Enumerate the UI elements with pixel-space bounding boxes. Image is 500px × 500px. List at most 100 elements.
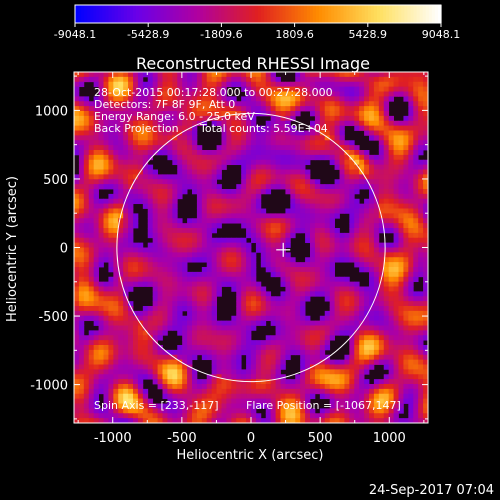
heatmap-cell bbox=[275, 262, 281, 268]
heatmap-cell bbox=[221, 369, 227, 375]
heatmap-cell bbox=[290, 349, 296, 356]
heatmap-cell bbox=[206, 247, 213, 253]
heatmap-cell bbox=[103, 345, 109, 351]
heatmap-cell bbox=[344, 91, 350, 97]
heatmap-cell bbox=[118, 301, 124, 307]
heatmap-cell bbox=[314, 330, 321, 336]
heatmap-cell bbox=[98, 296, 104, 302]
heatmap-cell bbox=[221, 340, 227, 346]
heatmap-cell bbox=[187, 340, 193, 346]
heatmap-cell bbox=[295, 208, 301, 214]
heatmap-cell bbox=[231, 106, 237, 112]
heatmap-cell bbox=[88, 276, 95, 283]
heatmap-cell bbox=[349, 96, 355, 102]
heatmap-cell bbox=[260, 310, 267, 317]
heatmap-cell bbox=[226, 403, 232, 409]
heatmap-cell bbox=[364, 150, 370, 156]
heatmap-cell bbox=[295, 320, 301, 326]
heatmap-cell bbox=[128, 315, 134, 322]
heatmap-cell bbox=[403, 369, 409, 375]
heatmap-cell bbox=[128, 271, 134, 278]
heatmap-cell bbox=[152, 291, 158, 297]
heatmap-cell bbox=[93, 306, 99, 312]
heatmap-cell bbox=[211, 369, 217, 375]
heatmap-cell bbox=[344, 242, 350, 248]
heatmap-cell bbox=[88, 349, 95, 356]
heatmap-cell bbox=[147, 130, 154, 136]
heatmap-cell bbox=[364, 213, 370, 219]
heatmap-cell bbox=[285, 81, 291, 88]
colorbar-cell bbox=[233, 5, 238, 23]
heatmap-cell bbox=[398, 72, 404, 78]
heatmap-cell bbox=[329, 96, 335, 102]
heatmap-cell bbox=[177, 262, 183, 268]
heatmap-cell bbox=[290, 111, 296, 117]
heatmap-cell bbox=[83, 315, 90, 322]
heatmap-cell bbox=[88, 393, 95, 400]
heatmap-cell bbox=[403, 159, 409, 166]
heatmap-cell bbox=[162, 257, 168, 263]
colorbar-cell bbox=[370, 5, 375, 23]
annotation-block: 28-Oct-2015 00:17:28.000 to 00:27:28.000… bbox=[94, 86, 333, 135]
heatmap-cell bbox=[265, 349, 272, 356]
heatmap-cell bbox=[177, 349, 183, 356]
heatmap-cell bbox=[413, 164, 419, 170]
colorbar-cell bbox=[279, 5, 283, 23]
heatmap-cell bbox=[78, 276, 85, 283]
heatmap-cell bbox=[344, 398, 350, 404]
heatmap-cell bbox=[118, 408, 124, 414]
heatmap-cell bbox=[354, 296, 360, 302]
heatmap-cell bbox=[172, 388, 178, 395]
heatmap-cell bbox=[206, 413, 213, 419]
heatmap-cell bbox=[413, 174, 419, 180]
heatmap-cell bbox=[206, 330, 213, 336]
heatmap-cell bbox=[103, 359, 109, 365]
heatmap-cell bbox=[128, 125, 134, 131]
heatmap-cell bbox=[93, 320, 99, 326]
heatmap-cell bbox=[418, 384, 424, 390]
heatmap-cell bbox=[118, 169, 124, 175]
heatmap-cell bbox=[113, 96, 119, 102]
heatmap-cell bbox=[147, 252, 154, 258]
heatmap-cell bbox=[196, 296, 203, 302]
heatmap-cell bbox=[260, 369, 267, 375]
heatmap-cell bbox=[344, 418, 350, 423]
heatmap-cell bbox=[393, 91, 399, 97]
colorbar-tick-label: 1809.6 bbox=[275, 28, 314, 41]
heatmap-cell bbox=[300, 81, 306, 88]
heatmap-cell bbox=[236, 301, 242, 307]
heatmap-cell bbox=[201, 296, 208, 302]
heatmap-cell bbox=[246, 252, 252, 258]
heatmap-cell bbox=[290, 203, 296, 209]
heatmap-cell bbox=[329, 91, 335, 97]
heatmap-cell bbox=[103, 291, 109, 297]
heatmap-cell bbox=[334, 364, 340, 370]
heatmap-cell bbox=[216, 111, 222, 117]
heatmap-cell bbox=[319, 145, 326, 151]
heatmap-cell bbox=[334, 189, 340, 195]
heatmap-cell bbox=[334, 330, 340, 336]
heatmap-cell bbox=[187, 218, 193, 224]
heatmap-cell bbox=[118, 228, 124, 234]
heatmap-cell bbox=[413, 101, 419, 107]
heatmap-cell bbox=[408, 140, 414, 146]
heatmap-cell bbox=[314, 96, 321, 102]
heatmap-cell bbox=[118, 252, 124, 258]
heatmap-cell bbox=[324, 228, 331, 234]
heatmap-cell bbox=[147, 189, 154, 195]
heatmap-cell bbox=[177, 384, 183, 390]
heatmap-cell bbox=[334, 91, 340, 97]
heatmap-cell bbox=[196, 96, 203, 102]
heatmap-cell bbox=[133, 81, 139, 88]
heatmap-cell bbox=[147, 120, 154, 127]
heatmap-cell bbox=[147, 203, 154, 209]
heatmap-cell bbox=[83, 223, 90, 229]
heatmap-cell bbox=[231, 203, 237, 209]
heatmap-cell bbox=[241, 398, 247, 404]
heatmap-cell bbox=[123, 169, 129, 175]
heatmap-cell bbox=[349, 208, 355, 214]
heatmap-cell bbox=[275, 310, 281, 317]
heatmap-cell bbox=[260, 398, 267, 404]
heatmap-cell bbox=[408, 325, 414, 331]
heatmap-cell bbox=[182, 106, 188, 112]
